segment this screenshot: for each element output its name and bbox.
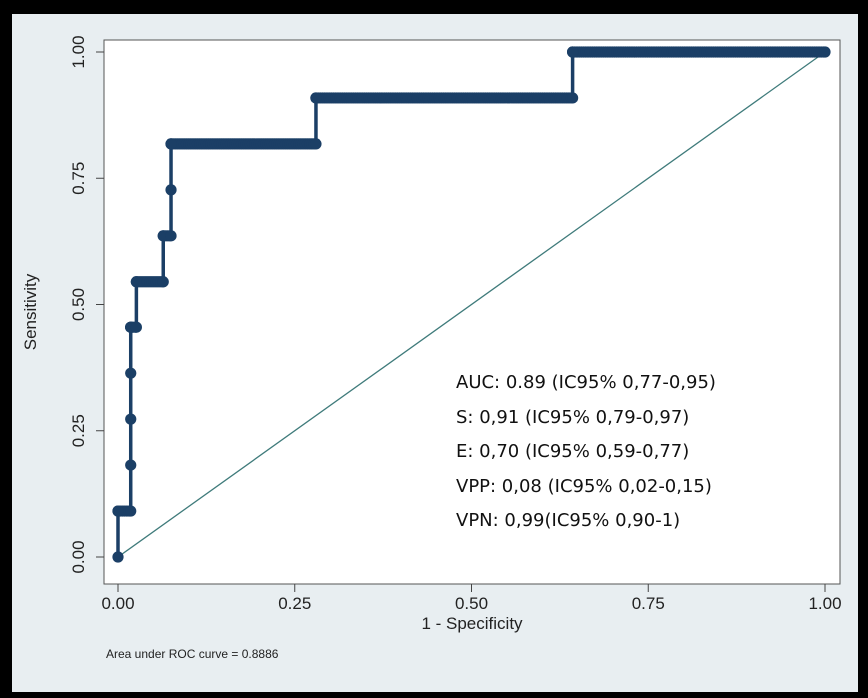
x-tick-label: 0.50 [455,594,488,613]
stats-specificity: E: 0,70 (IC95% 0,59-0,77) [456,441,689,462]
roc-point [165,138,177,150]
x-tick-label: 0.25 [278,594,311,613]
x-tick-label: 0.75 [632,594,665,613]
series-layer [112,46,831,563]
roc-point [125,505,137,517]
y-tick-label: 0.25 [69,414,88,447]
roc-point [130,321,142,333]
roc-point [112,505,124,517]
roc-chart: 0.00 0.25 0.50 0.75 1.00 0.00 0.25 0.50 0.75 1.00… [21,35,842,661]
labels-layer: 1 - Specificity Sensitivity Area under R… [21,273,523,661]
plot-area [103,39,841,585]
roc-point [567,92,579,104]
stats-sensitivity: S: 0,91 (IC95% 0,79-0,97) [456,407,689,428]
roc-point [310,138,322,150]
y-tick-label: 1.00 [69,35,88,68]
roc-point [567,46,579,58]
roc-point [310,92,322,104]
stats-annotation-block: AUC: 0.89 (IC95% 0,77-0,95) S: 0,91 (IC9… [456,372,716,531]
roc-point [125,367,137,379]
auc-note: Area under ROC curve = 0.8886 [106,647,279,661]
axes: 0.00 0.25 0.50 0.75 1.00 0.00 0.25 0.50 0.75 1.00 [69,35,842,613]
roc-point [157,276,169,288]
chart-panel: 0.00 0.25 0.50 0.75 1.00 0.00 0.25 0.50 0.75 1.00… [12,14,858,692]
y-tick-label: 0.75 [69,162,88,195]
y-tick-label: 0.50 [69,288,88,321]
roc-point [112,551,124,563]
stats-ppv: VPP: 0,08 (IC95% 0,02-0,15) [456,476,712,497]
stats-auc: AUC: 0.89 (IC95% 0,77-0,95) [456,372,716,393]
x-tick-label: 0.00 [101,594,134,613]
stats-npv: VPN: 0,99(IC95% 0,90-1) [456,510,680,531]
roc-point [125,459,137,471]
y-tick-label: 0.00 [69,540,88,573]
x-axis-title: 1 - Specificity [421,614,523,633]
roc-point [130,276,142,288]
y-axis-title: Sensitivity [21,273,40,350]
roc-point [819,46,831,58]
reference-diagonal-line [117,51,826,558]
roc-point [125,413,137,425]
x-tick-label: 1.00 [808,594,841,613]
roc-point [165,184,177,196]
roc-point [165,230,177,242]
roc-point [157,230,169,242]
